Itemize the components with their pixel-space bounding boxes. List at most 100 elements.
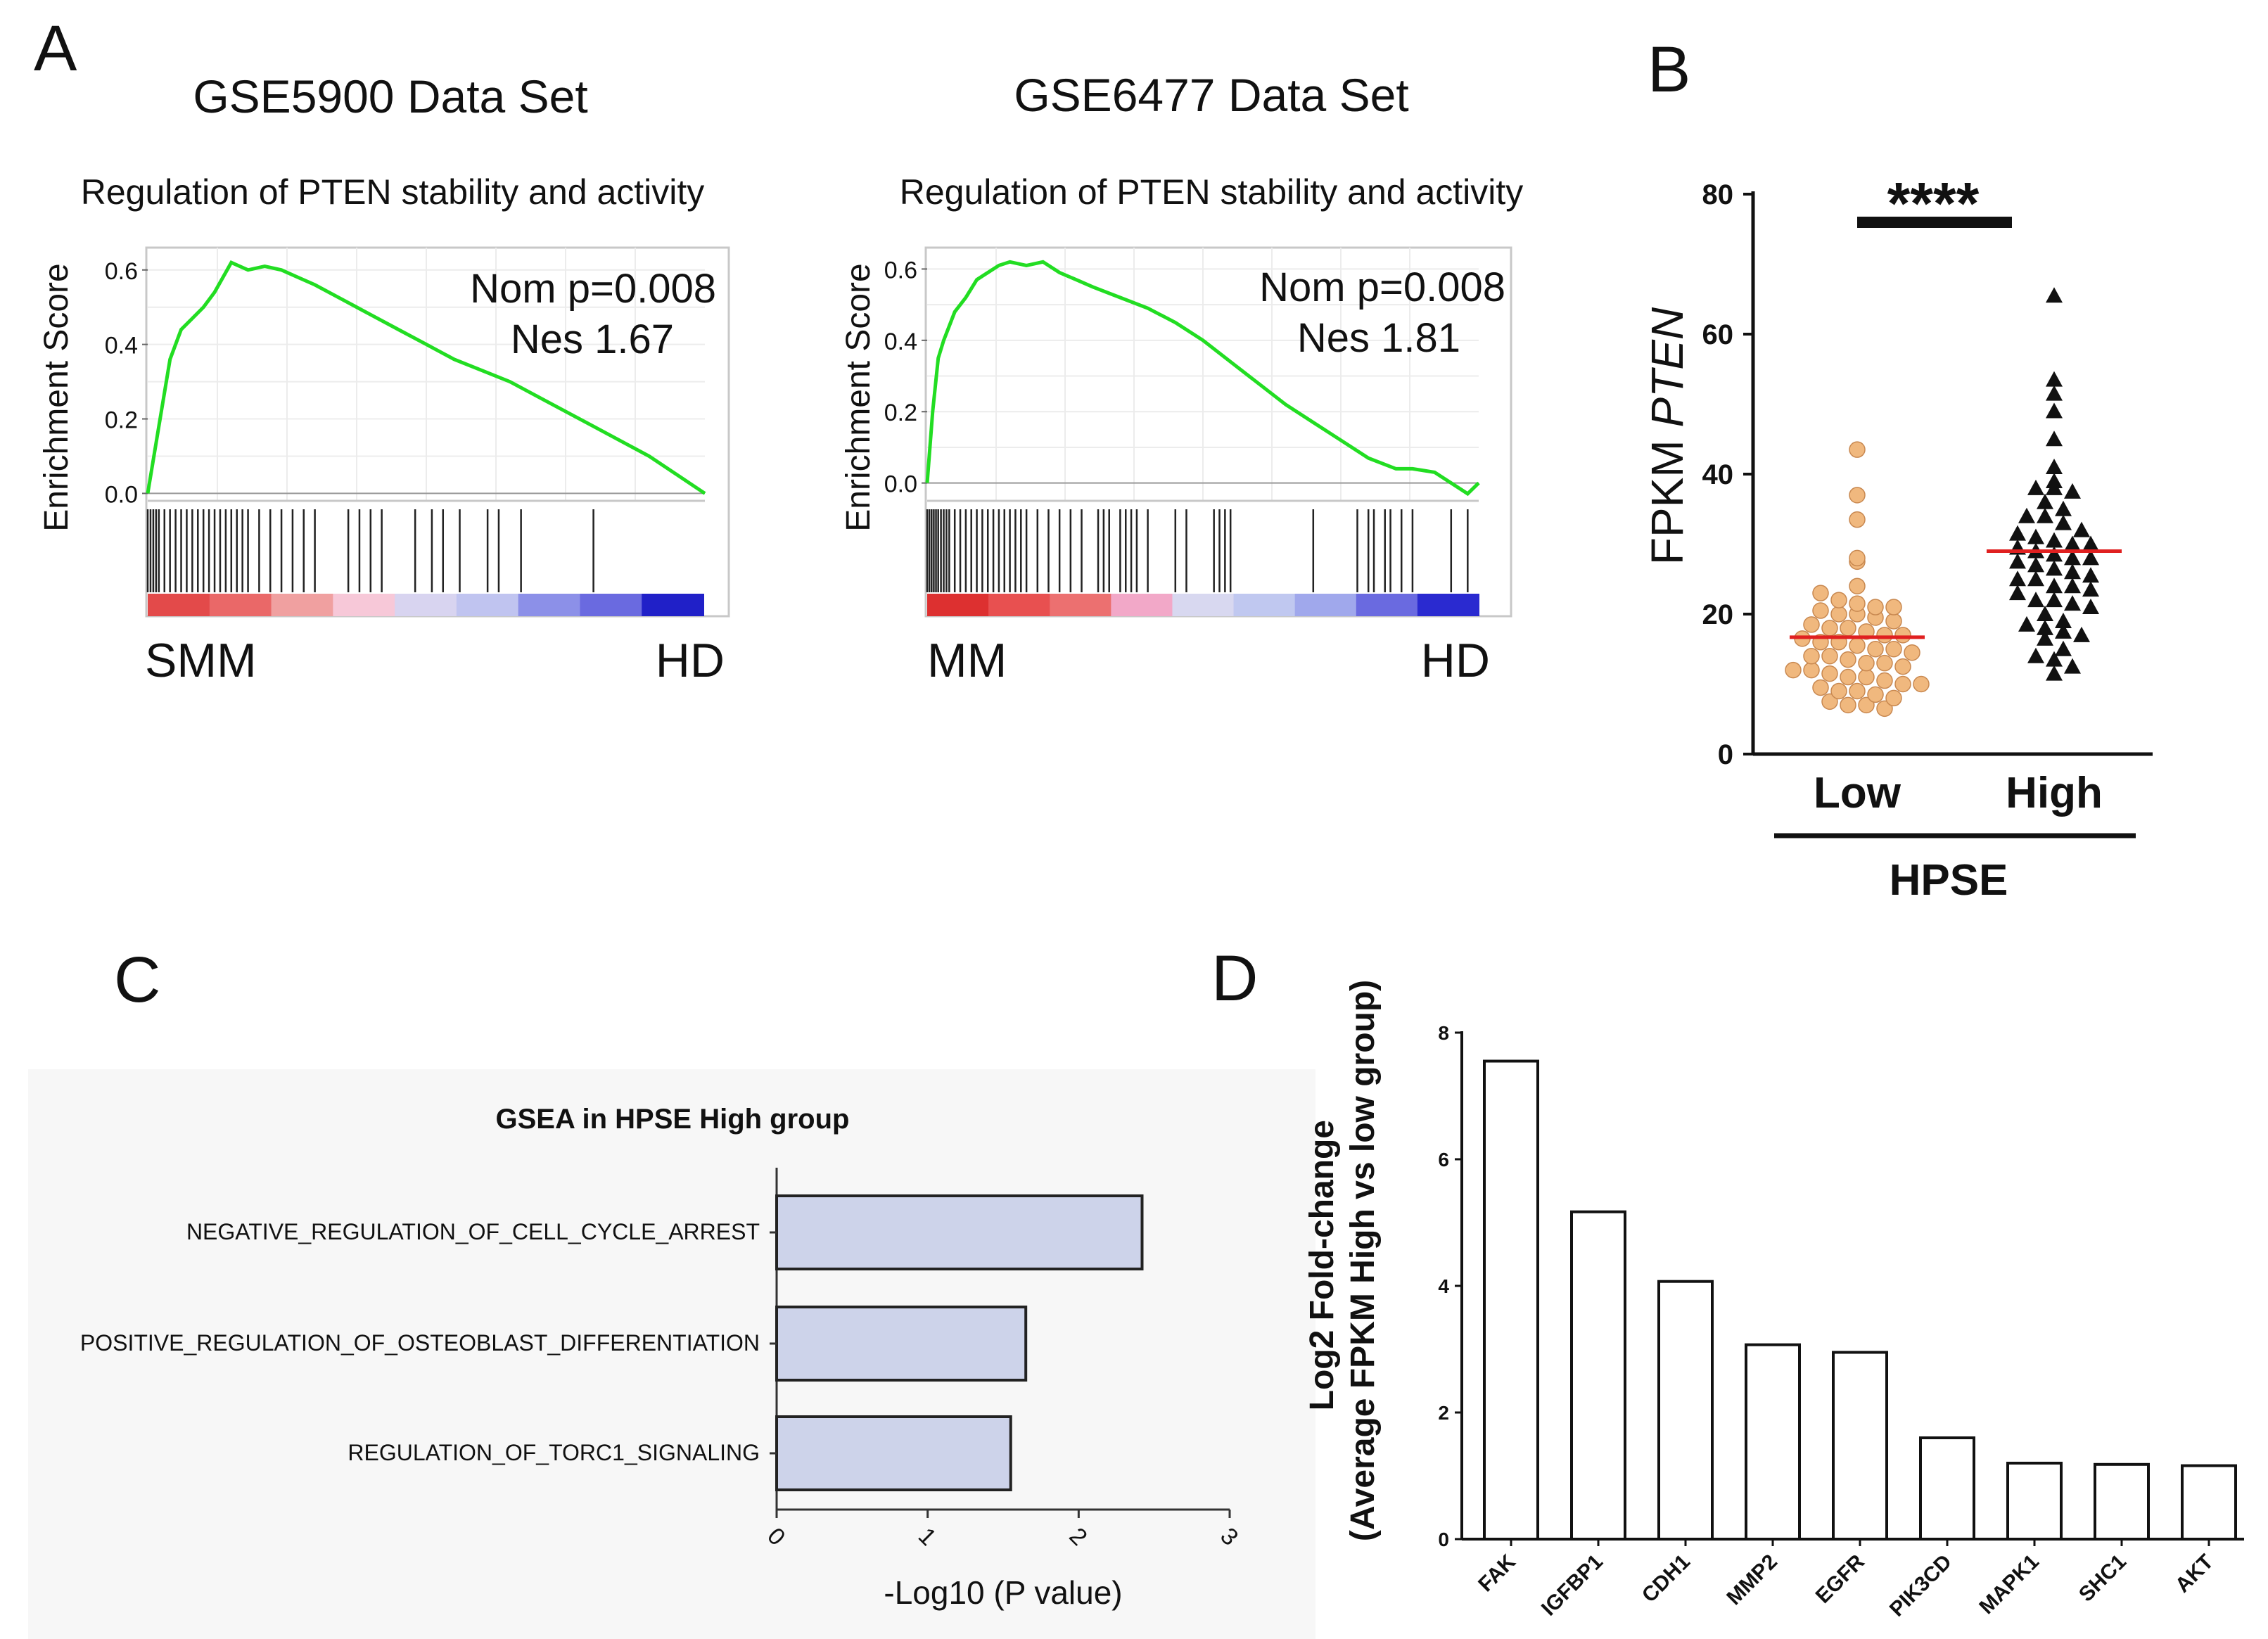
c-x-axis-label: -Log10 (P value) bbox=[884, 1574, 1122, 1611]
a1-color-bar-segment-4 bbox=[395, 594, 457, 616]
a1-plot-frame bbox=[145, 246, 730, 618]
b-category-high: High bbox=[2006, 769, 2103, 817]
a2-color-bar-segment-4 bbox=[1172, 594, 1235, 616]
b-point-high bbox=[2009, 585, 2026, 601]
a1-y-ticks: 0.0 0.2 0.4 0.6 bbox=[105, 258, 148, 508]
b-point-high bbox=[2046, 459, 2063, 475]
a2-y-tick-label-1: 0.2 bbox=[884, 400, 917, 426]
b-point-low bbox=[1812, 679, 1829, 696]
b-point-low bbox=[1812, 602, 1829, 619]
b-point-low bbox=[1821, 665, 1838, 682]
a1-gridlines bbox=[148, 248, 705, 502]
panel-label-c: C bbox=[114, 944, 160, 1016]
b-point-high bbox=[2082, 549, 2099, 566]
b-point-low bbox=[1821, 647, 1838, 665]
b-mean-lines bbox=[1790, 549, 2122, 639]
b-point-high bbox=[2018, 616, 2035, 632]
a1-gene-hits bbox=[146, 509, 594, 592]
a1-color-bar-segment-5 bbox=[456, 594, 519, 616]
panel-a2-gsea-gse6477: GSE6477 Data Set Regulation of PTEN stab… bbox=[840, 69, 1523, 687]
d-y-label-line2: (Average FPKM High vs low group) bbox=[1344, 980, 1382, 1541]
b-point-low bbox=[1830, 606, 1847, 623]
b-point-high bbox=[2046, 651, 2063, 667]
b-point-low bbox=[1894, 627, 1911, 644]
a2-color-bar-segment-2 bbox=[1050, 594, 1112, 616]
b-point-high bbox=[2037, 493, 2053, 509]
d-x-tick-label-igfbp1: IGFBP1 bbox=[1537, 1550, 1607, 1621]
a1-y-tick-label-2: 0.4 bbox=[105, 333, 138, 359]
b-data-points bbox=[1785, 287, 2099, 718]
b-point-low bbox=[1885, 689, 1902, 707]
b-x-axis-label: HPSE bbox=[1890, 856, 2008, 905]
d-bar-igfbp1 bbox=[1570, 1210, 1626, 1541]
a1-color-bar-segment-0 bbox=[148, 594, 210, 616]
b-point-low bbox=[1785, 661, 1802, 679]
a2-color-bar-segment-3 bbox=[1111, 594, 1173, 616]
a2-color-bar bbox=[927, 594, 1479, 616]
b-point-low bbox=[1894, 675, 1911, 693]
c-bar-2 bbox=[775, 1306, 1028, 1382]
d-bar-shc1 bbox=[2094, 1462, 2150, 1541]
a2-color-bar-segment-5 bbox=[1233, 594, 1296, 616]
b-point-low bbox=[1894, 658, 1911, 675]
b-point-high bbox=[2055, 623, 2072, 639]
b-point-high bbox=[2055, 514, 2072, 530]
b-point-high bbox=[2027, 647, 2044, 663]
b-point-high bbox=[2046, 431, 2063, 447]
b-point-high bbox=[2064, 563, 2081, 580]
b-point-high bbox=[2046, 665, 2063, 681]
b-point-low bbox=[1876, 654, 1893, 672]
a1-y-tick-label-0: 0.0 bbox=[105, 481, 138, 508]
b-point-low bbox=[1885, 599, 1902, 616]
d-bar-fak bbox=[1483, 1059, 1539, 1541]
b-point-high bbox=[2073, 626, 2090, 642]
d-x-tick-labels: FAK IGFBP1 CDH1 MMP2 EGFR PIK3CD MAPK1 SHC1 AKT bbox=[1474, 1539, 2218, 1621]
d-x-tick-label-mapk1: MAPK1 bbox=[1975, 1550, 2044, 1619]
b-y-ticks: 0 20 40 60 80 bbox=[1702, 179, 1753, 770]
b-point-high bbox=[2027, 528, 2044, 544]
a1-color-bar-segment-6 bbox=[518, 594, 581, 616]
a2-gene-hits bbox=[926, 509, 1469, 592]
c-bar-3 bbox=[775, 1415, 1012, 1491]
b-point-low bbox=[1876, 627, 1893, 644]
a1-color-bar-segment-2 bbox=[271, 594, 334, 616]
a2-y-tick-label-0: 0.0 bbox=[884, 471, 917, 498]
d-x-tick-label-shc1: SHC1 bbox=[2075, 1550, 2131, 1607]
b-point-high bbox=[2082, 599, 2099, 615]
a2-right-label: HD bbox=[1421, 634, 1490, 687]
a2-color-bar-segment-7 bbox=[1356, 594, 1418, 616]
a2-enrichment-curve bbox=[925, 260, 1480, 497]
b-point-low bbox=[1867, 599, 1884, 616]
d-y-tick-label-3: 6 bbox=[1438, 1149, 1449, 1171]
b-point-low bbox=[1858, 668, 1875, 686]
b-point-high bbox=[2037, 630, 2053, 646]
b-point-low bbox=[1830, 592, 1847, 608]
d-bar-mapk1 bbox=[2006, 1462, 2063, 1541]
b-point-low bbox=[1849, 578, 1866, 594]
b-point-low bbox=[1821, 620, 1838, 637]
b-y-tick-label-1: 20 bbox=[1702, 599, 1734, 630]
b-point-high bbox=[2009, 553, 2026, 569]
b-point-high bbox=[2037, 606, 2053, 621]
d-y-tick-label-1: 2 bbox=[1438, 1402, 1449, 1424]
b-point-low bbox=[1885, 641, 1902, 658]
b-point-high bbox=[2027, 570, 2044, 587]
a1-right-label: HD bbox=[656, 634, 725, 687]
c-bars bbox=[770, 1194, 1144, 1491]
d-bar-egfr bbox=[1832, 1351, 1888, 1541]
d-y-tick-label-4: 8 bbox=[1438, 1022, 1449, 1044]
b-point-low bbox=[1812, 585, 1829, 601]
b-point-low bbox=[1876, 700, 1893, 718]
a1-enrichment-curve bbox=[146, 260, 706, 495]
a1-nom-p: Nom p=0.008 bbox=[470, 266, 716, 312]
b-point-low bbox=[1849, 487, 1866, 504]
a2-y-ticks: 0.0 0.2 0.4 0.6 bbox=[884, 257, 927, 498]
b-point-high bbox=[2064, 578, 2081, 594]
a2-left-label: MM bbox=[927, 634, 1007, 687]
d-bars bbox=[1483, 1059, 2237, 1541]
a1-color-bar-segment-3 bbox=[333, 594, 396, 616]
a2-color-bar-segment-1 bbox=[988, 594, 1051, 616]
b-y-label-prefix: FPKM bbox=[1642, 428, 1693, 566]
panel-label-a: A bbox=[34, 13, 77, 84]
